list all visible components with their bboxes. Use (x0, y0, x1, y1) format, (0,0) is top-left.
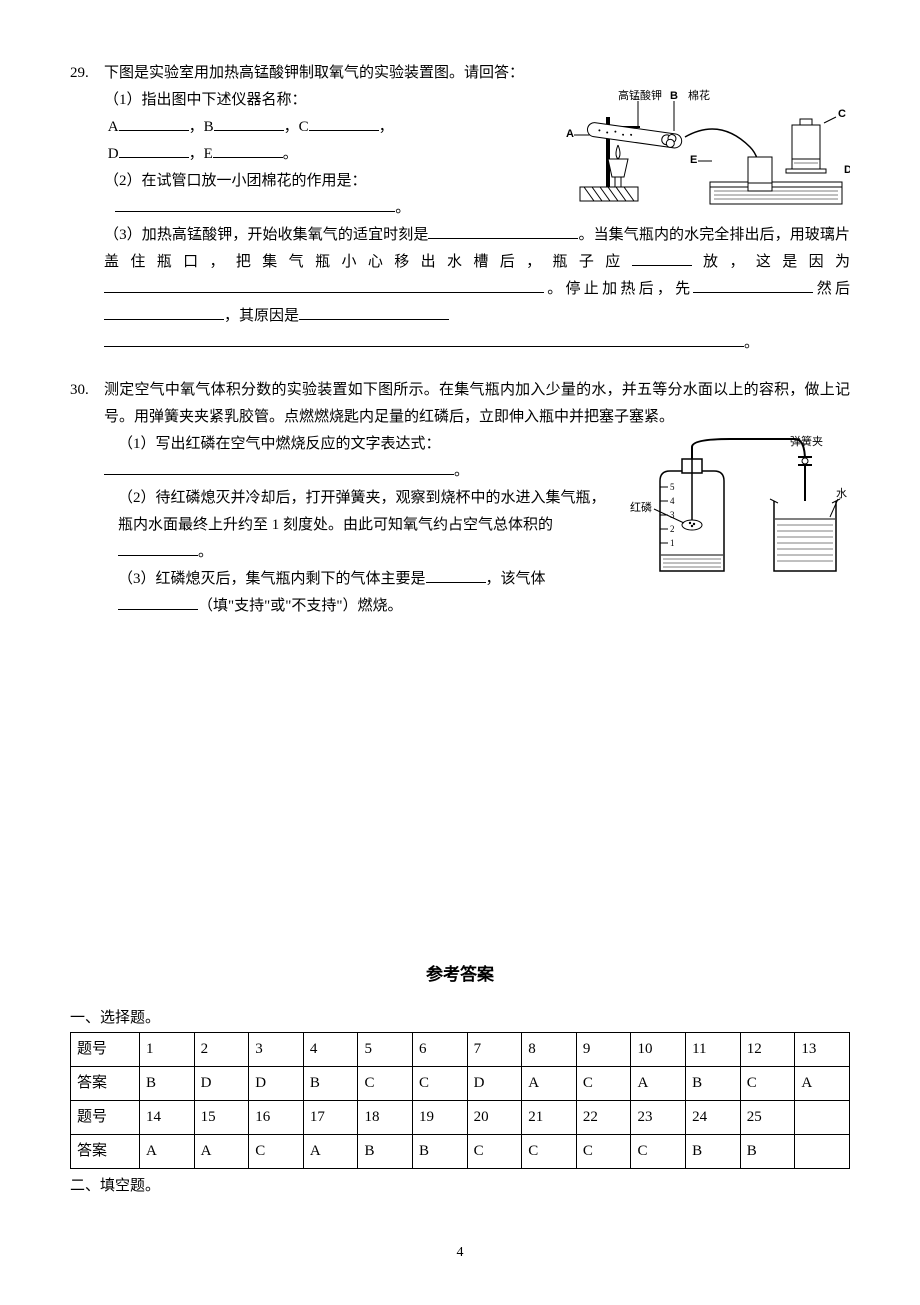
q30-label-clip: 弹簧夹 (790, 434, 823, 448)
blank[interactable] (104, 459, 454, 475)
blank[interactable] (115, 196, 395, 212)
blank[interactable] (632, 250, 692, 266)
svg-text:5: 5 (670, 482, 675, 492)
q29-diagram: 高锰酸钾 B 棉花 A C D E (560, 87, 850, 217)
blank[interactable] (118, 594, 198, 610)
q30-label-water: 水 (836, 487, 847, 500)
svg-text:A: A (566, 128, 574, 140)
row-header: 答案 (71, 1134, 140, 1168)
svg-text:4: 4 (670, 496, 675, 506)
table-row: 答案 AACABBCCCCBB (71, 1134, 850, 1168)
answers-title: 参考答案 (70, 960, 850, 991)
answers-table: 题号 12345678910111213 答案 BDDBCCDACABCA 题号… (70, 1032, 850, 1169)
blank[interactable] (119, 142, 189, 158)
blank[interactable] (309, 115, 379, 131)
q30-label-redp: 红磷 (630, 501, 652, 514)
table-row: 题号 141516171819202122232425 (71, 1100, 850, 1134)
page-number: 4 (70, 1240, 850, 1265)
blank[interactable] (213, 142, 283, 158)
blank[interactable] (104, 304, 224, 320)
q30-number: 30. (70, 377, 104, 404)
q29-label-kmno4: 高锰酸钾 (618, 88, 662, 102)
q29-p3: （3）加热高锰酸钾，开始收集氧气的适宜时刻是。当集气瓶内的水完全排出后，用玻璃片… (104, 222, 850, 357)
svg-text:1: 1 (670, 538, 675, 548)
svg-text:C: C (838, 108, 846, 120)
q30-diagram: 弹簧夹 5 4 3 2 1 (630, 431, 850, 611)
blank[interactable] (299, 304, 449, 320)
svg-text:B: B (670, 90, 678, 102)
row-header: 题号 (71, 1032, 140, 1066)
blank[interactable] (428, 223, 578, 239)
blank[interactable] (693, 277, 813, 293)
blank[interactable] (426, 567, 486, 583)
blank[interactable] (119, 115, 189, 131)
blank[interactable] (118, 540, 198, 556)
blank[interactable] (214, 115, 284, 131)
svg-text:E: E (690, 154, 697, 166)
row-header: 答案 (71, 1066, 140, 1100)
svg-text:D: D (844, 164, 850, 176)
q30-stem: 测定空气中氧气体积分数的实验装置如下图所示。在集气瓶内加入少量的水，并五等分水面… (104, 377, 850, 431)
q29-stem: 下图是实验室用加热高锰酸钾制取氧气的实验装置图。请回答： (104, 60, 524, 87)
section-fill: 二、填空题。 (70, 1173, 850, 1200)
blank[interactable] (104, 277, 544, 293)
svg-text:2: 2 (670, 524, 675, 534)
question-29: 29. 下图是实验室用加热高锰酸钾制取氧气的实验装置图。请回答： (70, 60, 850, 357)
q29-number: 29. (70, 60, 104, 87)
table-row: 答案 BDDBCCDACABCA (71, 1066, 850, 1100)
table-row: 题号 12345678910111213 (71, 1032, 850, 1066)
q29-label-cotton: 棉花 (688, 88, 710, 102)
blank[interactable] (104, 331, 744, 347)
row-header: 题号 (71, 1100, 140, 1134)
question-30: 30. 测定空气中氧气体积分数的实验装置如下图所示。在集气瓶内加入少量的水，并五… (70, 377, 850, 620)
section-choice: 一、选择题。 (70, 1005, 850, 1032)
